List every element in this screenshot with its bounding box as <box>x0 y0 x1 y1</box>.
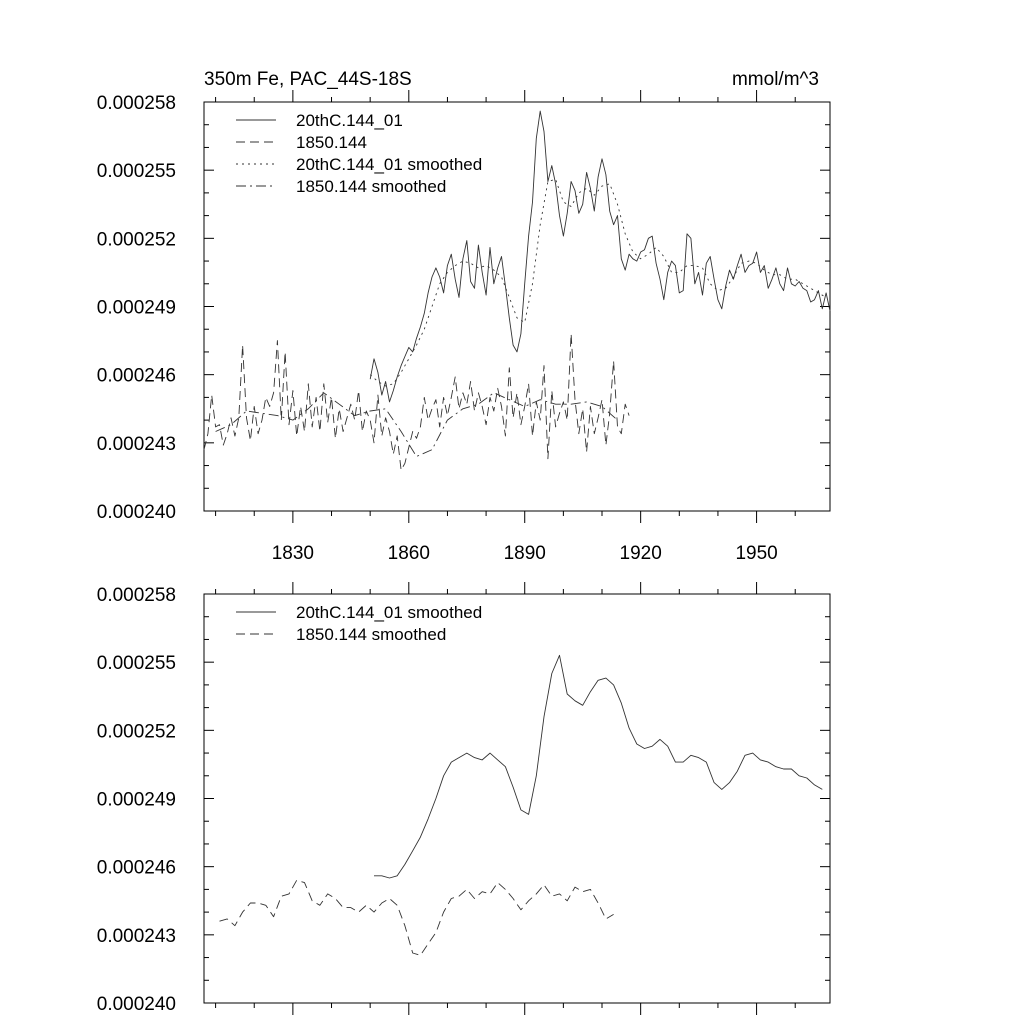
y-tick-label: 0.000243 <box>97 926 176 947</box>
legend-label-3: 1850.144 smoothed <box>296 177 446 196</box>
series-line-1 <box>203 333 630 471</box>
legend-label-1: 1850.144 <box>296 133 367 152</box>
y-tick-label: 0.000258 <box>97 93 176 114</box>
y-tick-label: 0.000249 <box>97 790 176 811</box>
series-line-3 <box>215 392 618 457</box>
x-tick-label: 1830 <box>272 543 314 564</box>
x-tick-label: 1890 <box>504 543 546 564</box>
x-tick-label: 1950 <box>735 543 777 564</box>
y-tick-label: 0.000240 <box>97 502 176 523</box>
legend-label-0: 20thC.144_01 <box>296 111 403 130</box>
legend-label-0: 20thC.144_01 smoothed <box>296 603 482 622</box>
y-tick-label: 0.000258 <box>97 585 176 606</box>
y-tick-label: 0.000255 <box>97 161 176 182</box>
y-tick-label: 0.000252 <box>97 229 176 250</box>
y-tick-label: 0.000255 <box>97 653 176 674</box>
chart-title: 350m Fe, PAC_44S-18S <box>204 69 412 90</box>
y-tick-label: 0.000240 <box>97 994 176 1015</box>
bottom-panel: 0.000240 0.000243 0.000246 0.000249 0.000252… <box>97 582 831 1015</box>
y-tick-label: 0.000246 <box>97 858 176 879</box>
x-tick-label: 1860 <box>388 543 430 564</box>
series-line-2 <box>369 178 827 387</box>
y-tick-label: 0.000246 <box>97 366 176 387</box>
y-tick-label: 0.000249 <box>97 298 176 319</box>
series-line-1 <box>219 879 614 956</box>
legend-label-2: 20thC.144_01 smoothed <box>296 155 482 174</box>
top-panel: 350m Fe, PAC_44S-18S mmol/m^3 0.000240 0.… <box>97 69 831 564</box>
y-tick-label: 0.000243 <box>97 434 176 455</box>
units-label: mmol/m^3 <box>732 69 819 90</box>
y-tick-label: 0.000252 <box>97 721 176 742</box>
legend-label-1: 1850.144 smoothed <box>296 625 446 644</box>
series-line-0 <box>369 110 831 403</box>
series-line-0 <box>374 654 823 879</box>
x-tick-label: 1920 <box>620 543 662 564</box>
